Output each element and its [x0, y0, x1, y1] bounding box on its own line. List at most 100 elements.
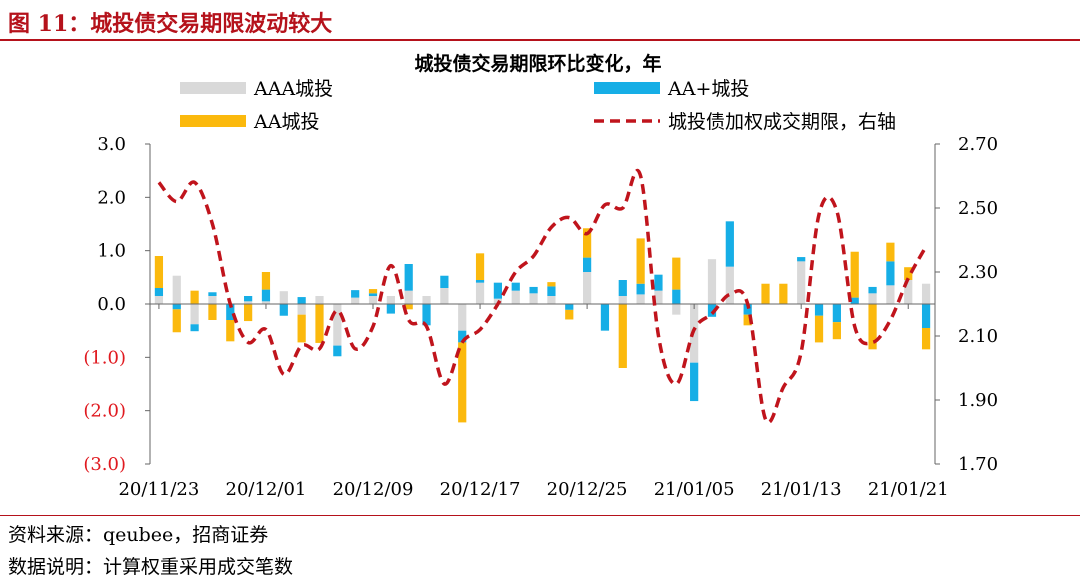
- bar-aa-plus: [850, 297, 859, 304]
- bar-aaa: [208, 296, 217, 304]
- bar-aaa: [154, 296, 164, 304]
- bar-aa-plus: [707, 304, 717, 317]
- bar-aaa: [547, 296, 556, 304]
- bar-aaa: [618, 296, 627, 304]
- x-tick-label: 21/01/05: [654, 479, 735, 500]
- bar-aaa: [440, 288, 449, 304]
- bar-aaa: [368, 296, 378, 304]
- bar-aa-plus: [565, 304, 574, 310]
- bar-aa-plus: [368, 293, 378, 296]
- bar-aa: [618, 304, 627, 368]
- bar-aaa: [475, 282, 485, 304]
- bar-aaa: [458, 304, 467, 331]
- legend-label-aaa: AAA城投: [253, 78, 333, 100]
- bar-aa-plus: [475, 280, 485, 283]
- bar-aa-plus: [511, 282, 520, 291]
- bar-aa-plus: [440, 275, 449, 288]
- bar-aaa: [797, 261, 806, 304]
- legend-label-aa-plus: AA+城投: [667, 78, 749, 100]
- bar-aaa: [707, 259, 717, 304]
- bar-aa-plus: [297, 297, 306, 304]
- left-tick-label: (2.0): [83, 401, 126, 422]
- right-tick-label: 1.90: [958, 390, 998, 411]
- chart-title: 城投债交易期限环比变化，年: [414, 52, 661, 75]
- bar-aa-plus: [493, 282, 502, 299]
- chart: 城投债交易期限环比变化，年 AAA城投 AA+城投 AA城投 城投债加权成交期限…: [83, 52, 998, 500]
- legend-label-line: 城投债加权成交期限，右轴: [668, 111, 896, 133]
- bar-aa-plus: [208, 292, 217, 296]
- figure-title: 图 11：城投债交易期限波动较大: [8, 11, 333, 37]
- footer-rule: [0, 515, 1080, 516]
- bar-aa-plus: [226, 304, 235, 320]
- x-tick-label: 20/12/25: [547, 479, 628, 500]
- bar-aa: [547, 282, 556, 287]
- bar-aa: [368, 289, 378, 294]
- bar-aa-plus: [404, 264, 413, 291]
- bar-aa-plus: [333, 345, 342, 357]
- legend-swatch-aa-plus: [594, 82, 660, 94]
- bar-aaa: [636, 294, 645, 304]
- bar-aa-plus: [654, 274, 663, 291]
- bar-aa-plus: [886, 261, 895, 286]
- bar-aa: [172, 309, 181, 333]
- data-note: 数据说明：计算权重采用成交笔数: [8, 556, 294, 578]
- bar-aa: [779, 283, 788, 304]
- bar-aa-plus: [600, 304, 610, 331]
- bar-aa-plus: [797, 257, 806, 262]
- bar-aa: [886, 242, 895, 262]
- bar-aa: [458, 342, 467, 423]
- bar-aaa: [672, 304, 681, 315]
- bar-aaa: [654, 290, 663, 304]
- bar-aaa: [261, 301, 271, 304]
- bar-aaa: [351, 297, 360, 304]
- right-tick-label: 2.10: [958, 326, 998, 347]
- right-tick-label: 2.30: [958, 262, 998, 283]
- bar-aa-plus: [547, 286, 556, 296]
- bar-aa: [921, 328, 931, 350]
- bar-aa: [904, 267, 913, 280]
- title-rule: [0, 39, 1080, 41]
- series-line-duration: [157, 169, 928, 425]
- bar-aa-plus: [529, 286, 538, 294]
- bar-aa-plus: [458, 330, 467, 343]
- bar-aa: [226, 320, 235, 342]
- bar-aa-plus: [351, 290, 360, 298]
- bar-aaa: [190, 304, 199, 325]
- bar-aa: [761, 283, 770, 304]
- bar-aaa: [297, 304, 306, 315]
- bar-aa: [832, 322, 841, 340]
- bar-aa: [868, 304, 877, 350]
- bar-aaa: [511, 290, 520, 304]
- bar-aa: [244, 304, 253, 322]
- bar-aa: [583, 228, 592, 258]
- bar-aa: [190, 290, 199, 304]
- x-tick-label: 21/01/21: [868, 479, 949, 500]
- left-tick-label: 2.0: [97, 187, 126, 208]
- bar-aa: [404, 304, 413, 310]
- legend-swatch-aaa: [180, 82, 246, 94]
- right-tick-label: 2.50: [958, 198, 998, 219]
- legend: AAA城投 AA+城投 AA城投 城投债加权成交期限，右轴: [180, 78, 896, 133]
- bar-aa-plus: [422, 304, 431, 326]
- axes-layer: (3.0) (2.0) (1.0) 0.0 1.0 2.0 3.0 1.70 1.90 2.10 2…: [83, 134, 998, 500]
- bar-aa-plus: [244, 296, 253, 302]
- bar-aa-plus: [690, 362, 699, 402]
- bar-aa-plus: [261, 289, 271, 302]
- left-tick-label: 0.0: [97, 294, 126, 315]
- bar-aaa: [904, 280, 913, 304]
- bar-aaa: [583, 272, 592, 304]
- x-tick-label: 20/12/01: [226, 479, 307, 500]
- bar-aaa: [886, 285, 895, 304]
- bar-aa-plus: [672, 289, 681, 304]
- left-tick-label: (1.0): [83, 347, 126, 368]
- bar-aa: [475, 253, 485, 280]
- bar-aaa: [279, 291, 288, 304]
- bar-aaa: [315, 296, 324, 304]
- bar-aaa: [386, 296, 395, 304]
- bar-aa: [636, 238, 645, 284]
- legend-label-aa: AA城投: [253, 111, 319, 133]
- source-note: 资料来源：qeubee，招商证券: [8, 524, 269, 546]
- bar-aa: [672, 257, 681, 290]
- x-tick-label: 20/12/09: [333, 479, 414, 500]
- bar-aa-plus: [279, 304, 288, 316]
